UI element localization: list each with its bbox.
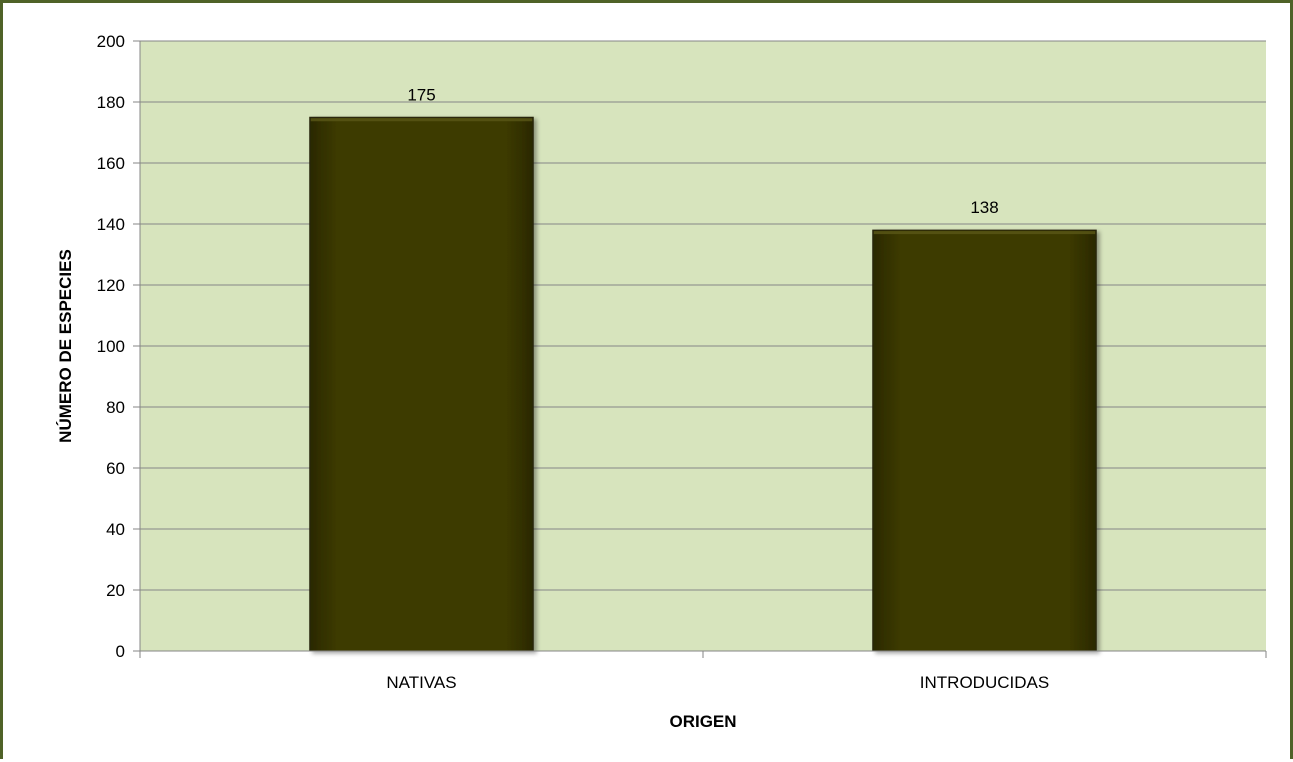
y-axis-title: NÚMERO DE ESPECIES [56, 249, 75, 443]
bar-nativas [309, 116, 534, 652]
y-tick-label: 100 [97, 337, 125, 356]
bar-chart: 0 20 40 60 80 100 120 140 160 180 200 NATIVAS INTRO… [56, 32, 1267, 731]
y-tick-label: 0 [116, 642, 125, 661]
data-labels: 175 138 [407, 85, 998, 217]
y-tick-label: 160 [97, 154, 125, 173]
bar-bevel [873, 231, 1096, 235]
data-label: 175 [407, 85, 435, 104]
y-tick-label: 20 [106, 581, 125, 600]
bars [309, 116, 1097, 652]
axes [133, 40, 1267, 658]
y-tick-label: 80 [106, 398, 125, 417]
y-tick-label: 140 [97, 215, 125, 234]
bar-introducidas [872, 229, 1097, 652]
x-axis-tick-labels: NATIVAS INTRODUCIDAS [386, 673, 1049, 692]
y-tick-label: 200 [97, 32, 125, 51]
y-tick-label: 120 [97, 276, 125, 295]
x-tick-label: INTRODUCIDAS [920, 673, 1049, 692]
y-tick-label: 180 [97, 93, 125, 112]
y-axis-tick-labels: 0 20 40 60 80 100 120 140 160 180 200 [97, 32, 125, 661]
x-axis-title: ORIGEN [669, 712, 736, 731]
y-tick-label: 60 [106, 459, 125, 478]
y-tick-label: 40 [106, 520, 125, 539]
data-label: 138 [970, 198, 998, 217]
x-tick-label: NATIVAS [386, 673, 456, 692]
bar-bevel [310, 118, 533, 122]
